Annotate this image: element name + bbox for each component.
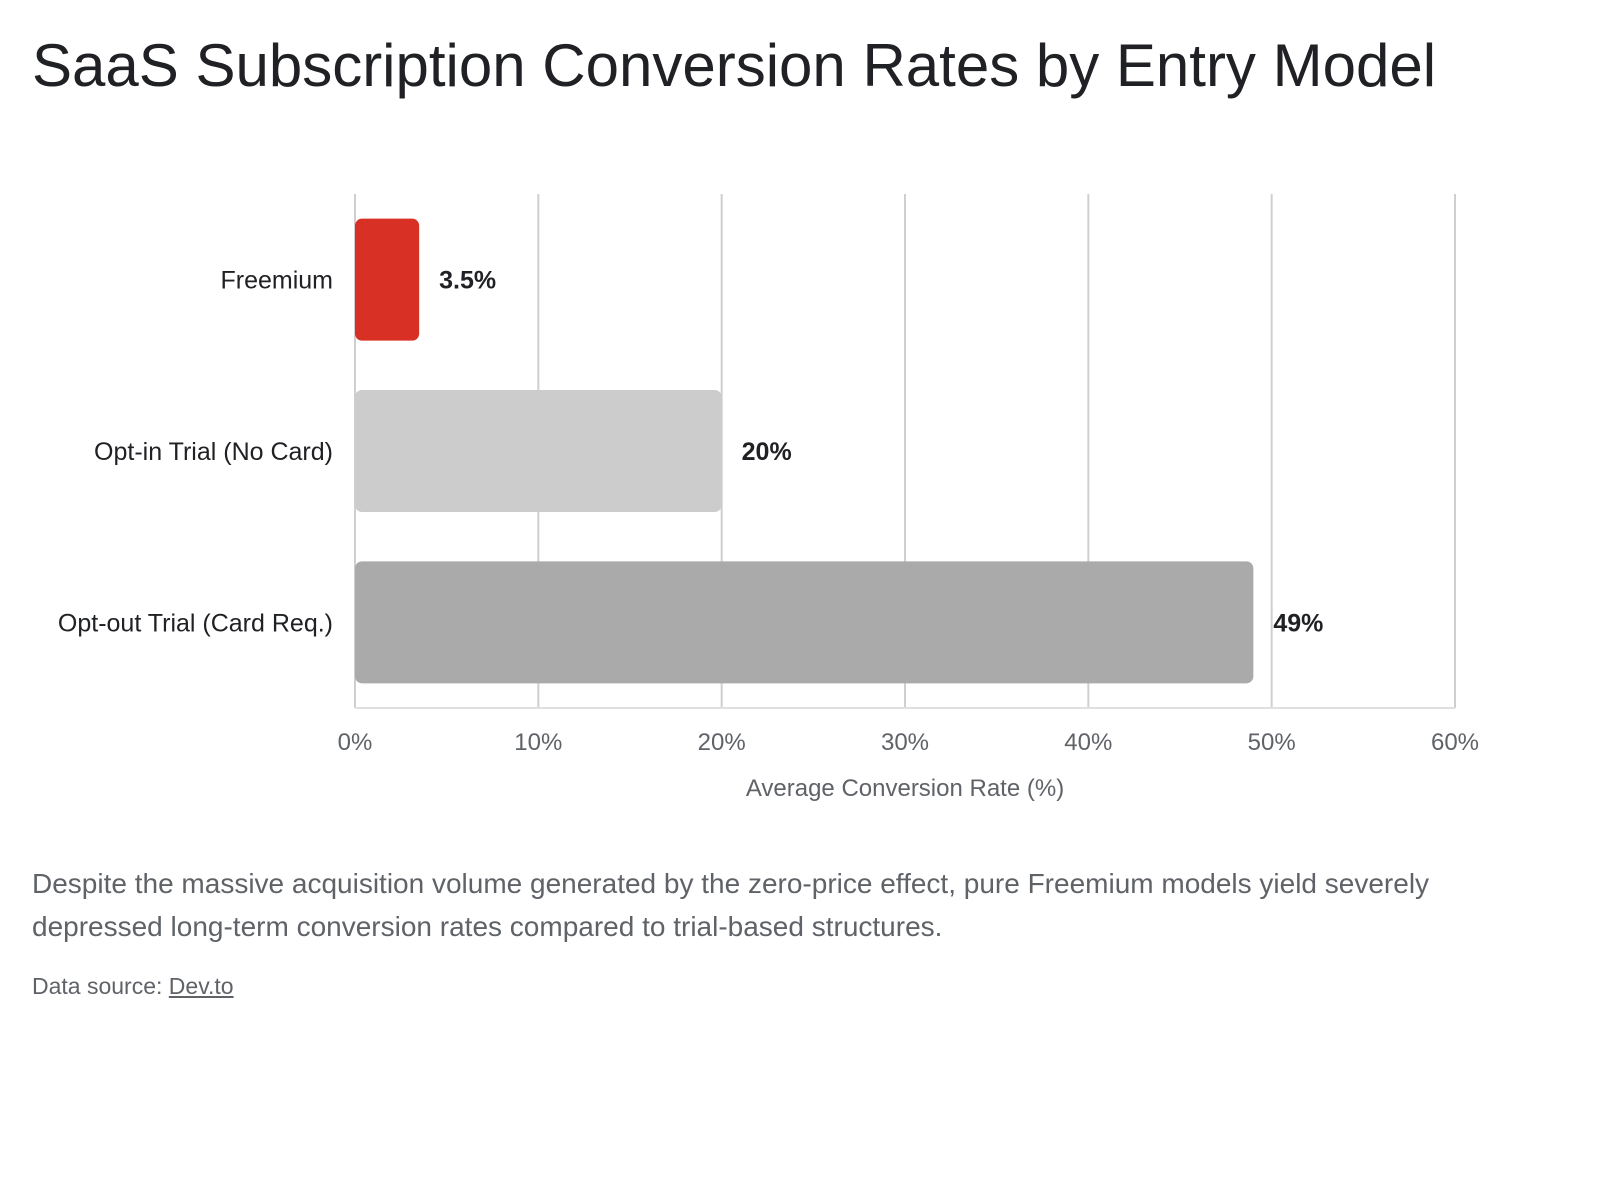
- x-tick-label: 50%: [1248, 729, 1296, 756]
- data-source-prefix: Data source:: [32, 973, 169, 999]
- x-tick-label: 40%: [1064, 729, 1112, 756]
- data-source-link[interactable]: Dev.to: [168, 973, 234, 999]
- x-tick-label: 30%: [881, 729, 929, 756]
- x-tick-label: 60%: [1431, 729, 1479, 756]
- bar[interactable]: [355, 218, 420, 341]
- bar[interactable]: [355, 561, 1254, 684]
- x-tick-label: 0%: [338, 729, 373, 756]
- x-tick-label: 10%: [514, 729, 562, 756]
- category-label: Opt-in Trial (No Card): [94, 438, 333, 466]
- page-title: SaaS Subscription Conversion Rates by En…: [32, 32, 1437, 99]
- chart-description: Despite the massive acquisition volume g…: [32, 868, 1430, 942]
- category-label: Freemium: [220, 267, 333, 295]
- value-label: 49%: [1273, 609, 1323, 637]
- bar-chart: 0% 10% 20% 30% 40% 50% 60% Average Conversion R…: [58, 194, 1479, 802]
- bar[interactable]: [355, 390, 722, 512]
- value-label: 3.5%: [439, 267, 496, 295]
- value-label: 20%: [742, 438, 792, 466]
- x-axis-label: Average Conversion Rate (%): [746, 775, 1064, 802]
- data-source: Data source: Dev.to: [32, 970, 234, 1002]
- category-label: Opt-out Trial (Card Req.): [58, 609, 333, 637]
- x-tick-label: 20%: [698, 729, 746, 756]
